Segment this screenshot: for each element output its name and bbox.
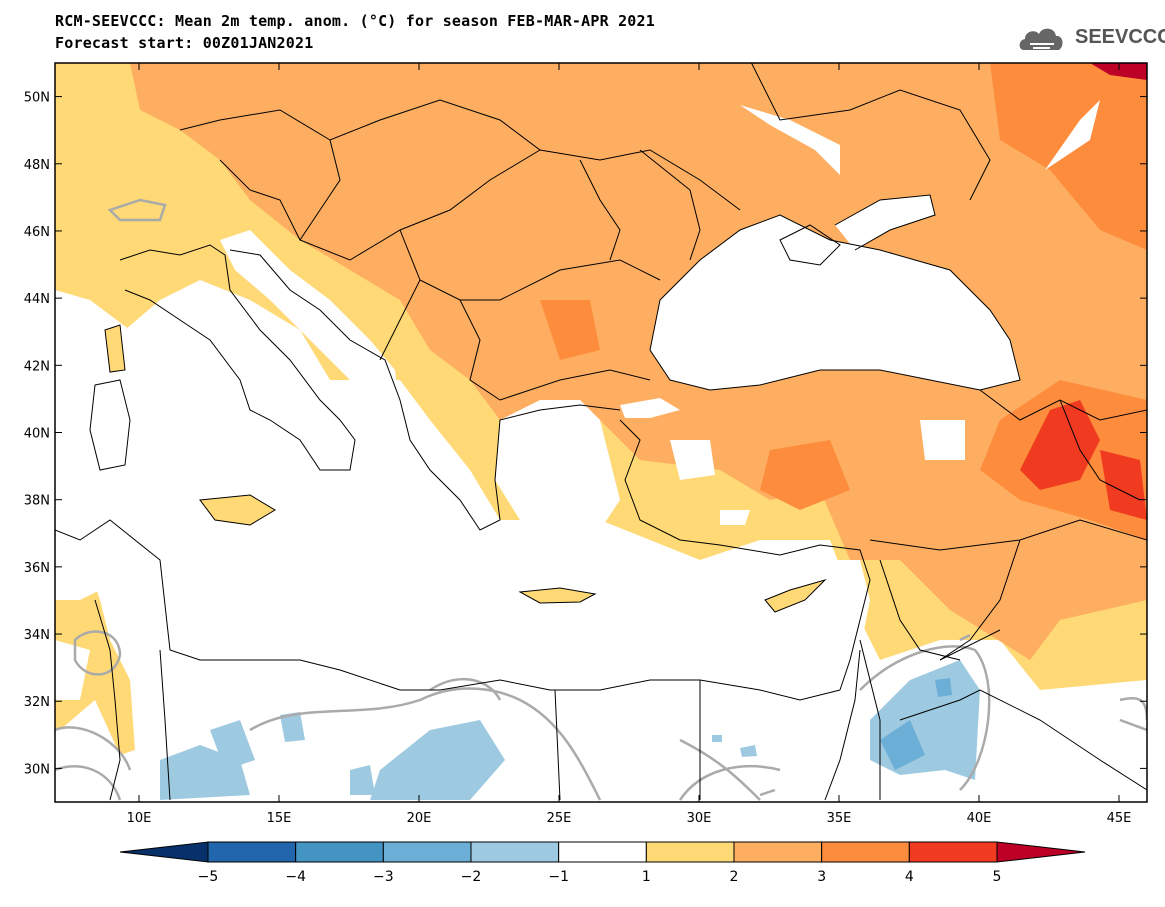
map-field (55, 63, 1147, 802)
colorbar-label: −4 (285, 869, 306, 885)
lon-tick-label: 15E (267, 811, 292, 826)
colorbar-label: 4 (905, 869, 914, 885)
colorbar-label: −3 (373, 869, 394, 885)
logo-text: SEEVCCC (1075, 26, 1165, 48)
colorbar-label: −1 (548, 869, 569, 885)
lat-tick-label: 32N (24, 695, 50, 710)
colorbar: −5 −4 −3 −2 −1 1 2 3 4 5 (119, 841, 1086, 885)
lat-tick-label: 46N (24, 225, 50, 240)
colorbar-label: 5 (993, 869, 1002, 885)
lon-tick-label: 10E (127, 811, 152, 826)
lat-tick-label: 48N (24, 158, 50, 173)
lon-tick-label: 45E (1107, 811, 1132, 826)
colorbar-box (558, 841, 647, 863)
colorbar-box (207, 841, 297, 863)
colorbar-box (645, 841, 735, 863)
colorbar-label: −2 (461, 869, 482, 885)
lon-tick-label: 20E (407, 811, 432, 826)
colorbar-box (733, 841, 823, 863)
map-title: RCM-SEEVCCC: Mean 2m temp. anom. (°C) fo… (55, 12, 655, 30)
colorbar-box (382, 841, 472, 863)
longitude-axis: 10E 15E 20E 25E 30E 35E 40E 45E (127, 63, 1132, 826)
colorbar-max-extension (996, 841, 1086, 863)
lat-tick-label: 42N (24, 359, 50, 374)
lat-tick-label: 36N (24, 561, 50, 576)
colorbar-box (821, 841, 910, 863)
cloud-icon (1019, 28, 1063, 50)
lat-tick-label: 30N (24, 762, 50, 777)
forecast-start-label: Forecast start: 00Z01JAN2021 (55, 34, 314, 52)
lon-tick-label: 25E (547, 811, 572, 826)
colorbar-label: 1 (642, 869, 651, 885)
colorbar-label: 2 (730, 869, 739, 885)
lon-tick-label: 30E (687, 811, 712, 826)
colorbar-label: −5 (198, 869, 219, 885)
colorbar-box (470, 841, 560, 863)
lat-tick-label: 44N (24, 292, 50, 307)
lon-tick-label: 40E (967, 811, 992, 826)
lat-tick-label: 40N (24, 427, 50, 442)
colorbar-min-extension (119, 841, 209, 863)
colorbar-box (908, 841, 998, 863)
lat-tick-label: 50N (24, 91, 50, 106)
lat-tick-label: 34N (24, 628, 50, 643)
lon-tick-label: 35E (827, 811, 852, 826)
colorbar-box (295, 841, 384, 863)
latitude-axis: 50N 48N 46N 44N 42N 40N 38N 36N 34N 32N 30N (24, 91, 1147, 777)
lat-tick-label: 38N (24, 494, 50, 509)
colorbar-label: 3 (817, 869, 826, 885)
